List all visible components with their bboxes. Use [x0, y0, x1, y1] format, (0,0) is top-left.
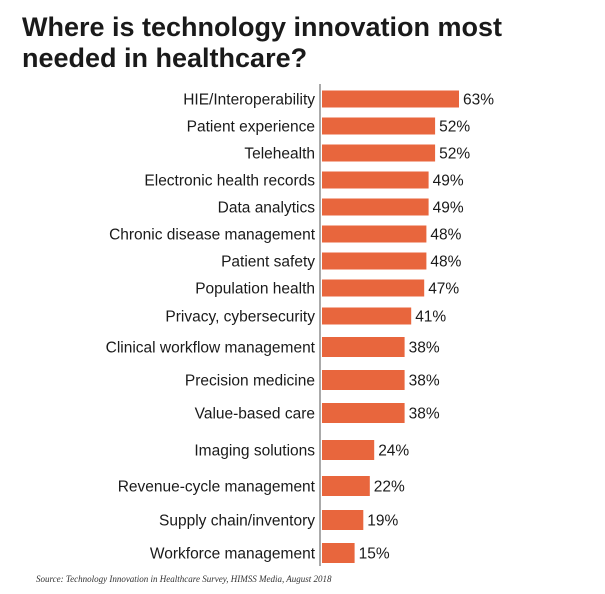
data-label: 52%	[439, 146, 470, 163]
data-label: 49%	[433, 173, 464, 190]
data-label: 63%	[463, 92, 494, 109]
category-label: Imaging solutions	[194, 443, 315, 460]
category-label: HIE/Interoperability	[183, 92, 315, 109]
bar	[322, 90, 459, 108]
category-label: Workforce management	[150, 546, 316, 563]
category-label: Population health	[195, 281, 315, 298]
category-label: Privacy, cybersecurity	[165, 309, 315, 326]
bar	[322, 476, 370, 496]
category-label: Data analytics	[218, 200, 316, 217]
bar	[322, 543, 355, 563]
category-label: Electronic health records	[144, 173, 315, 190]
bar	[322, 403, 405, 423]
data-label: 19%	[367, 513, 398, 530]
category-label: Telehealth	[244, 146, 315, 163]
bar	[322, 171, 429, 189]
category-label: Revenue-cycle management	[118, 479, 316, 496]
bar	[322, 440, 375, 460]
data-label: 38%	[409, 340, 440, 357]
bar	[322, 279, 425, 297]
data-label: 52%	[439, 119, 470, 136]
bar	[322, 225, 427, 243]
data-label: 15%	[359, 546, 390, 563]
data-label: 41%	[415, 309, 446, 326]
data-label: 48%	[430, 254, 461, 271]
bar	[322, 117, 436, 135]
bars-layer: HIE/Interoperability 63% Patient experienc…	[106, 90, 494, 563]
data-label: 24%	[378, 443, 409, 460]
data-label: 22%	[374, 479, 405, 496]
category-label: Precision medicine	[185, 373, 315, 390]
category-label: Clinical workflow management	[106, 340, 316, 357]
data-label: 38%	[409, 373, 440, 390]
chart-title: Where is technology innovation most need…	[22, 12, 503, 73]
data-label: 49%	[433, 200, 464, 217]
category-label: Patient experience	[187, 119, 315, 136]
bar	[322, 198, 429, 216]
category-label: Patient safety	[221, 254, 315, 271]
bar	[322, 510, 364, 530]
bar	[322, 144, 436, 162]
bar	[322, 370, 405, 390]
category-label: Value-based care	[195, 406, 315, 423]
data-label: 48%	[430, 227, 461, 244]
category-label: Chronic disease management	[109, 227, 316, 244]
source-note: Source: Technology Innovation in Healthc…	[36, 574, 332, 584]
bar	[322, 307, 412, 325]
data-label: 47%	[428, 281, 459, 298]
data-label: 38%	[409, 406, 440, 423]
bar	[322, 337, 405, 357]
bar	[322, 252, 427, 270]
category-label: Supply chain/inventory	[159, 513, 315, 530]
